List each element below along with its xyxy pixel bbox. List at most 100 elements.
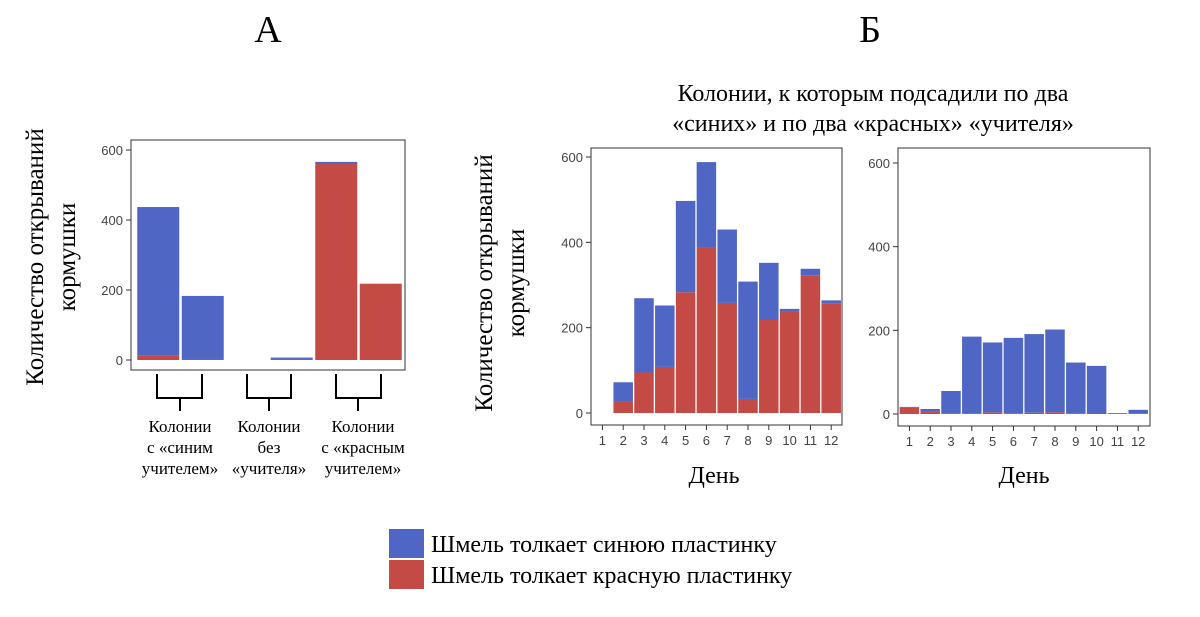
legend: Шмель толкает синюю пластинку Шмель толк… — [389, 529, 792, 589]
bar-segment-red — [613, 401, 633, 413]
group-bracket — [246, 374, 292, 399]
x-tick-label: 5 — [682, 433, 689, 448]
bar-segment-red — [655, 366, 675, 413]
bar-segment-red — [779, 311, 800, 413]
plot-frame — [590, 147, 843, 426]
bar-segment-red — [1024, 412, 1044, 414]
y-tick-label: 0 — [576, 406, 583, 421]
bar-segment-blue — [1045, 329, 1065, 413]
bar-segment-blue — [899, 406, 920, 408]
bar-segment-red — [634, 372, 654, 413]
bar-segment-red — [675, 292, 696, 413]
bar-segment-red — [137, 355, 180, 360]
bar-segment-blue — [962, 336, 982, 414]
x-tick-label: 6 — [703, 433, 710, 448]
group-label-line: учителем» — [325, 459, 401, 478]
bar-segment-red — [1066, 413, 1086, 414]
bar-segment-red — [962, 413, 982, 414]
bar-segment-red — [899, 407, 920, 414]
x-tick-label: 4 — [968, 434, 975, 449]
bar-segment-blue — [634, 298, 654, 373]
x-tick-label: 5 — [989, 434, 996, 449]
legend-swatch-red — [389, 560, 424, 589]
y-tick-label: 200 — [101, 283, 123, 298]
bar-segment-blue — [1128, 409, 1148, 414]
x-tick-label: 2 — [927, 434, 934, 449]
bar-segment-blue — [675, 200, 696, 293]
bar-segment-blue — [696, 162, 717, 248]
bar-segment-blue — [1107, 413, 1128, 414]
bar-segment-red — [696, 247, 717, 413]
bar-segment-red — [800, 275, 821, 413]
panel-b2-xlabel: День — [998, 463, 1049, 489]
x-tick-label: 3 — [947, 434, 954, 449]
bar-segment-blue — [759, 262, 779, 320]
bar-segment-red — [821, 303, 841, 413]
group-label-line: с «красным — [321, 438, 405, 457]
bar-segment-blue — [800, 268, 821, 276]
bar-segment-red — [1128, 413, 1148, 414]
bar-segment-red — [982, 412, 1003, 414]
panel-letter-b: Б — [859, 9, 881, 51]
bar-segment-blue — [1003, 337, 1024, 414]
bar-segment-red — [941, 413, 961, 414]
bar-segment-blue — [738, 281, 758, 399]
y-tick-label: 600 — [101, 143, 123, 158]
x-tick-label: 1 — [906, 434, 913, 449]
bar-segment-red — [759, 319, 779, 413]
bar-segment-blue — [270, 357, 313, 359]
panel-letter-a: А — [254, 9, 282, 51]
panel-b1-xlabel: День — [688, 463, 739, 489]
y-tick-label: 600 — [561, 150, 583, 165]
bar-segment-blue — [982, 342, 1003, 413]
bar-segment-blue — [613, 382, 633, 402]
panel-a-group-label-1: Колонии с «синим учителем» — [142, 417, 218, 478]
panel-a-group-label-2: Колонии без «учителя» — [232, 417, 306, 478]
bar-segment-blue — [1024, 334, 1044, 413]
x-tick-label: 9 — [765, 433, 772, 448]
y-tick-label: 0 — [116, 353, 123, 368]
x-tick-label: 12 — [1131, 434, 1145, 449]
panel-a-ylabel-line-2: кормушки — [54, 203, 81, 312]
x-tick-label: 6 — [1010, 434, 1017, 449]
y-tick-label: 600 — [868, 156, 890, 171]
bar-segment-blue — [821, 300, 841, 304]
panel-a-group-brackets — [156, 374, 382, 411]
x-tick-label: 8 — [1051, 434, 1058, 449]
bar-segment-blue — [1086, 365, 1107, 414]
bar-segment-red — [359, 283, 402, 360]
bar-segment-blue — [315, 161, 358, 164]
bar-segment-blue — [655, 305, 675, 367]
bar-segment-blue — [920, 408, 940, 412]
panel-a-ylabel-line-1: Количество открываний — [22, 128, 49, 385]
x-tick-label: 4 — [661, 433, 668, 448]
group-label-line: с «синим — [147, 438, 213, 457]
x-tick-label: 7 — [724, 433, 731, 448]
x-tick-label: 11 — [1111, 434, 1125, 449]
x-tick-label: 11 — [804, 433, 818, 448]
bar-segment-red — [738, 398, 758, 413]
group-label-line: «учителя» — [232, 459, 306, 478]
bar-segment-blue — [779, 308, 800, 312]
y-tick-label: 400 — [101, 213, 123, 228]
bar-segment-red — [717, 302, 737, 413]
bar-segment-blue — [137, 207, 180, 356]
x-tick-label: 3 — [640, 433, 647, 448]
legend-label-red: Шмель толкает красную пластинку — [431, 563, 792, 589]
panel-b-title-line-2: «синих» и по два «красных» «учителя» — [672, 111, 1074, 137]
x-tick-label: 8 — [744, 433, 751, 448]
bar-segment-blue — [941, 390, 961, 414]
y-tick-label: 200 — [868, 323, 890, 338]
plot-frame — [897, 147, 1151, 427]
group-label-line: учителем» — [142, 459, 218, 478]
bar-segment-blue — [1066, 362, 1086, 414]
panel-b-title-line-1: Колонии, к которым подсадили по два — [678, 81, 1069, 107]
y-tick-label: 400 — [561, 235, 583, 250]
group-bracket — [156, 374, 203, 399]
panel-b-ylabel-line-1: Количество открываний — [471, 154, 498, 411]
bar-segment-blue — [181, 295, 224, 359]
x-tick-label: 12 — [824, 433, 838, 448]
